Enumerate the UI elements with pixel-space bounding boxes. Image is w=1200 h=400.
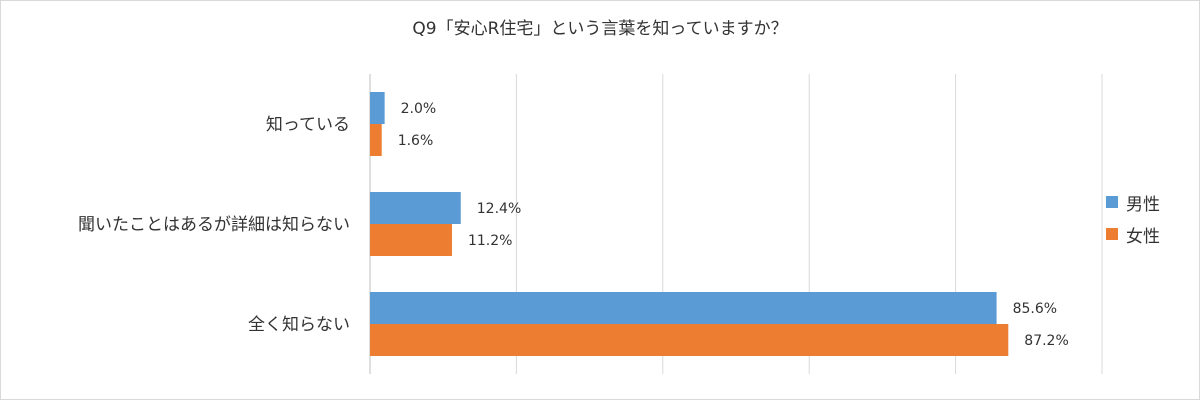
data-label: 87.2%	[1024, 333, 1068, 349]
category-label: 聞いたことはあるが詳細は知らない	[78, 215, 350, 235]
legend-item-female: 女性	[1106, 224, 1160, 247]
bar-female	[370, 124, 382, 156]
data-label: 1.6%	[398, 133, 434, 149]
chart-title: Q9「安心R住宅」という言葉を知っていますか？	[412, 19, 788, 39]
bar-male	[370, 92, 385, 124]
category-label: 知っている	[266, 115, 350, 135]
legend-swatch-female	[1106, 228, 1118, 240]
legend-label-female: 女性	[1126, 226, 1160, 247]
bar-male	[370, 192, 461, 224]
bar-female	[370, 224, 452, 256]
bar-female	[370, 324, 1009, 356]
legend-swatch-male	[1106, 196, 1118, 208]
legend-item-male: 男性	[1106, 192, 1160, 215]
data-label: 2.0%	[401, 101, 437, 117]
data-label: 12.4%	[477, 201, 521, 217]
legend: 男性 女性	[1106, 192, 1160, 256]
legend-label-male: 男性	[1126, 194, 1160, 215]
category-label: 全く知らない	[248, 315, 350, 335]
bar-male	[370, 292, 997, 324]
data-label: 11.2%	[468, 233, 512, 249]
data-label: 85.6%	[1013, 301, 1057, 317]
